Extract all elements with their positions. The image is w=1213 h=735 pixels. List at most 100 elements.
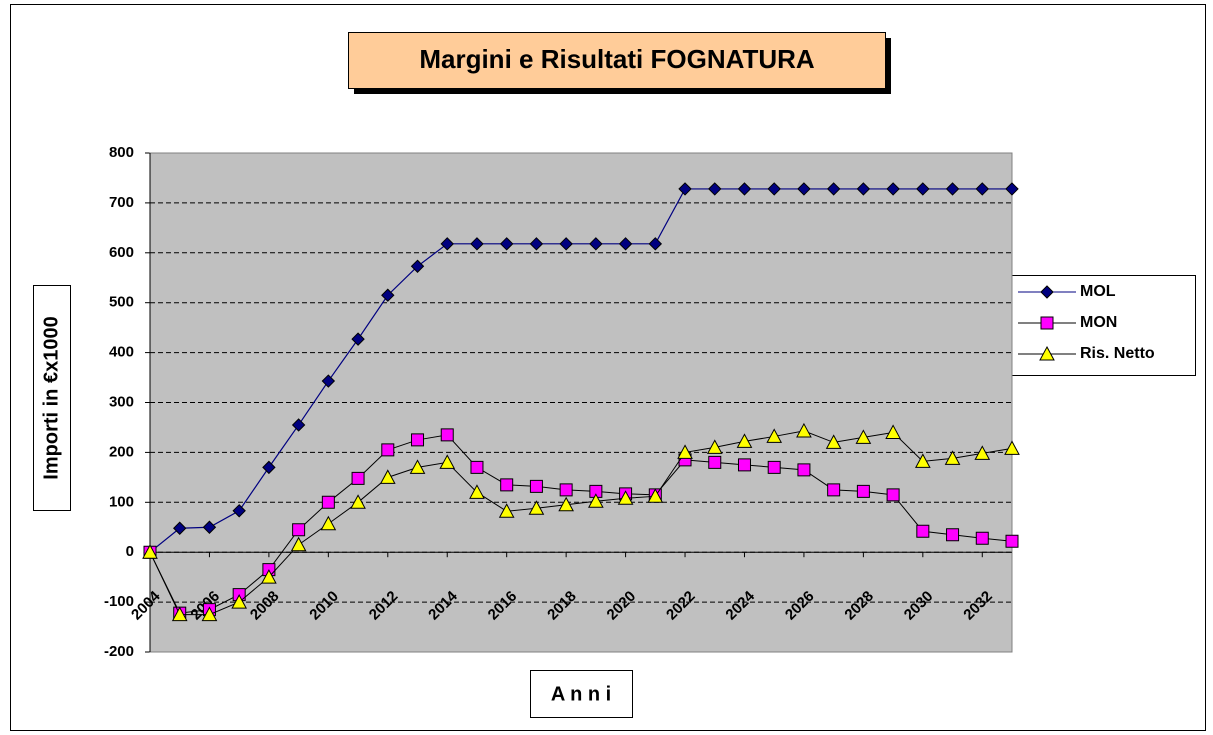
marker — [736, 433, 753, 448]
marker — [588, 493, 604, 508]
marker — [498, 503, 515, 518]
marker — [231, 594, 248, 609]
legend-label: MOL — [1080, 283, 1116, 300]
legend-label: Ris. Netto — [1080, 345, 1155, 362]
marker — [708, 182, 722, 196]
marker — [559, 483, 573, 497]
marker — [1040, 316, 1054, 330]
y-tick-label: 800 — [109, 144, 134, 161]
marker — [411, 433, 425, 447]
marker — [320, 515, 337, 531]
title-box — [348, 32, 886, 89]
y-tick-label: 500 — [109, 294, 134, 311]
marker — [232, 504, 246, 518]
marker — [321, 495, 335, 509]
marker — [797, 182, 811, 196]
marker — [379, 469, 396, 484]
marker — [201, 606, 218, 622]
marker — [825, 434, 842, 449]
marker — [142, 544, 158, 559]
y-tick-label: -200 — [104, 643, 134, 660]
marker — [945, 182, 960, 196]
marker — [767, 460, 781, 474]
marker — [856, 182, 871, 196]
marker — [171, 606, 188, 622]
marker — [410, 259, 425, 273]
marker — [975, 531, 989, 545]
marker — [261, 569, 277, 584]
marker — [202, 520, 217, 534]
marker — [677, 444, 693, 459]
marker — [589, 237, 603, 251]
marker — [886, 488, 900, 502]
marker — [678, 182, 692, 196]
marker — [528, 500, 545, 515]
plot-background — [150, 153, 1012, 652]
x-axis-label: A n n i — [551, 683, 611, 705]
marker — [766, 428, 783, 443]
marker — [617, 490, 634, 505]
marker — [440, 428, 454, 442]
marker — [706, 439, 723, 454]
marker — [618, 237, 633, 251]
marker — [321, 374, 336, 388]
legend-label: MON — [1080, 314, 1117, 331]
marker — [1004, 440, 1020, 455]
marker — [708, 455, 722, 469]
marker — [737, 182, 752, 196]
marker — [262, 460, 276, 475]
y-tick-label: 200 — [109, 443, 134, 460]
marker — [1040, 285, 1054, 299]
y-tick-label: 400 — [109, 344, 134, 361]
marker — [409, 459, 426, 474]
marker — [827, 483, 841, 497]
marker — [381, 443, 395, 457]
marker — [559, 237, 573, 251]
marker — [974, 445, 991, 460]
marker — [856, 484, 870, 498]
marker — [499, 237, 514, 251]
marker — [470, 237, 484, 251]
marker — [647, 488, 664, 503]
marker — [767, 182, 781, 196]
marker — [290, 536, 307, 552]
marker — [855, 429, 872, 444]
y-label-box — [33, 285, 71, 511]
marker — [737, 458, 751, 472]
marker — [440, 237, 454, 251]
y-tick-label: -100 — [104, 593, 134, 610]
marker — [796, 422, 812, 438]
marker — [946, 528, 960, 542]
y-axis-label: Importi in €x1000 — [40, 316, 62, 479]
marker — [351, 471, 365, 485]
marker — [351, 332, 365, 346]
y-tick-label: 0 — [126, 543, 134, 560]
marker — [886, 182, 900, 196]
marker — [1039, 345, 1055, 361]
marker — [558, 496, 574, 512]
marker — [944, 450, 961, 465]
marker — [797, 463, 811, 477]
marker — [470, 460, 484, 474]
marker — [292, 523, 306, 537]
marker — [469, 484, 485, 499]
x-label-box — [530, 670, 633, 718]
marker — [914, 453, 931, 468]
y-tick-label: 100 — [109, 493, 134, 510]
marker — [826, 182, 841, 196]
marker — [350, 494, 366, 509]
marker — [1005, 182, 1019, 196]
marker — [648, 237, 663, 251]
marker — [589, 484, 603, 498]
y-tick-label: 700 — [109, 194, 134, 211]
marker — [381, 288, 395, 302]
marker — [885, 424, 901, 439]
marker — [529, 237, 544, 251]
y-tick-label: 600 — [109, 244, 134, 261]
chart-title: Margini e Risultati FOGNATURA — [419, 44, 815, 74]
marker — [439, 454, 456, 469]
y-tick-label: 300 — [109, 393, 134, 410]
marker — [916, 524, 930, 538]
marker — [291, 418, 306, 432]
